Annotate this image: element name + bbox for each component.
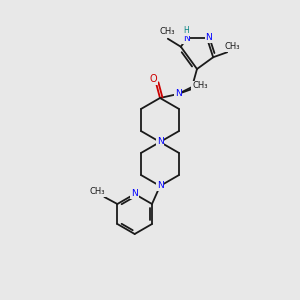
Text: N: N: [206, 33, 212, 42]
Text: N: N: [157, 137, 164, 146]
Text: N: N: [175, 89, 182, 98]
Text: CH₃: CH₃: [224, 42, 240, 51]
Text: CH₃: CH₃: [90, 188, 105, 196]
Text: N: N: [183, 34, 189, 43]
Text: O: O: [149, 74, 157, 84]
Text: N: N: [157, 182, 164, 190]
Text: CH₃: CH₃: [192, 82, 208, 91]
Text: H: H: [183, 26, 189, 35]
Text: N: N: [131, 190, 138, 199]
Text: CH₃: CH₃: [159, 27, 175, 36]
